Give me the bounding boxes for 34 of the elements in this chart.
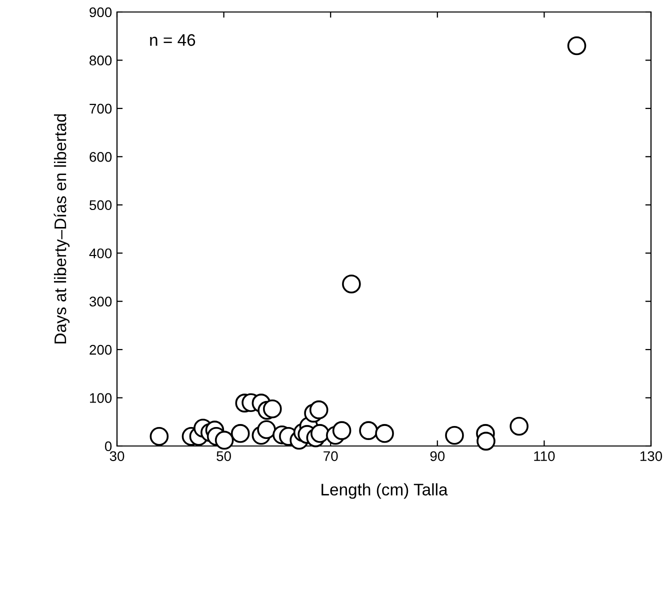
point <box>262 399 282 418</box>
y-tick-label: 400 <box>89 248 112 258</box>
point <box>230 424 250 443</box>
point <box>375 424 394 443</box>
point <box>214 430 234 450</box>
y-axis-title: Days at liberty–Días en libertad <box>54 114 70 344</box>
point <box>332 421 352 440</box>
point <box>359 421 378 440</box>
x-tick-label: 110 <box>534 451 555 462</box>
y-tick-label: 200 <box>90 344 112 355</box>
point <box>309 400 328 420</box>
point <box>310 424 330 443</box>
point <box>567 36 586 56</box>
y-tick-label: 500 <box>90 200 112 210</box>
annotation: n = 46 <box>150 34 196 46</box>
y-tick-label: 800 <box>90 56 112 66</box>
y-tick-label: 300 <box>90 296 112 307</box>
y-tick-label: 100 <box>90 393 112 403</box>
x-tick-label: 30 <box>110 451 124 462</box>
point <box>150 426 169 446</box>
y-tick-label: 700 <box>90 104 112 114</box>
y-tick-label: 600 <box>90 152 112 162</box>
point <box>510 416 529 436</box>
y-tick-label: 0 <box>104 441 112 452</box>
point <box>445 426 464 445</box>
point <box>342 274 361 294</box>
x-axis-title: Length (cm) Talla <box>322 483 448 499</box>
x-tick-label: 90 <box>430 451 445 462</box>
x-tick-label: 50 <box>216 451 231 462</box>
x-tick-label: 130 <box>640 451 662 462</box>
y-tick-label: 900 <box>90 7 112 18</box>
x-tick-label: 70 <box>324 451 338 462</box>
point <box>257 420 276 440</box>
point <box>476 432 496 451</box>
